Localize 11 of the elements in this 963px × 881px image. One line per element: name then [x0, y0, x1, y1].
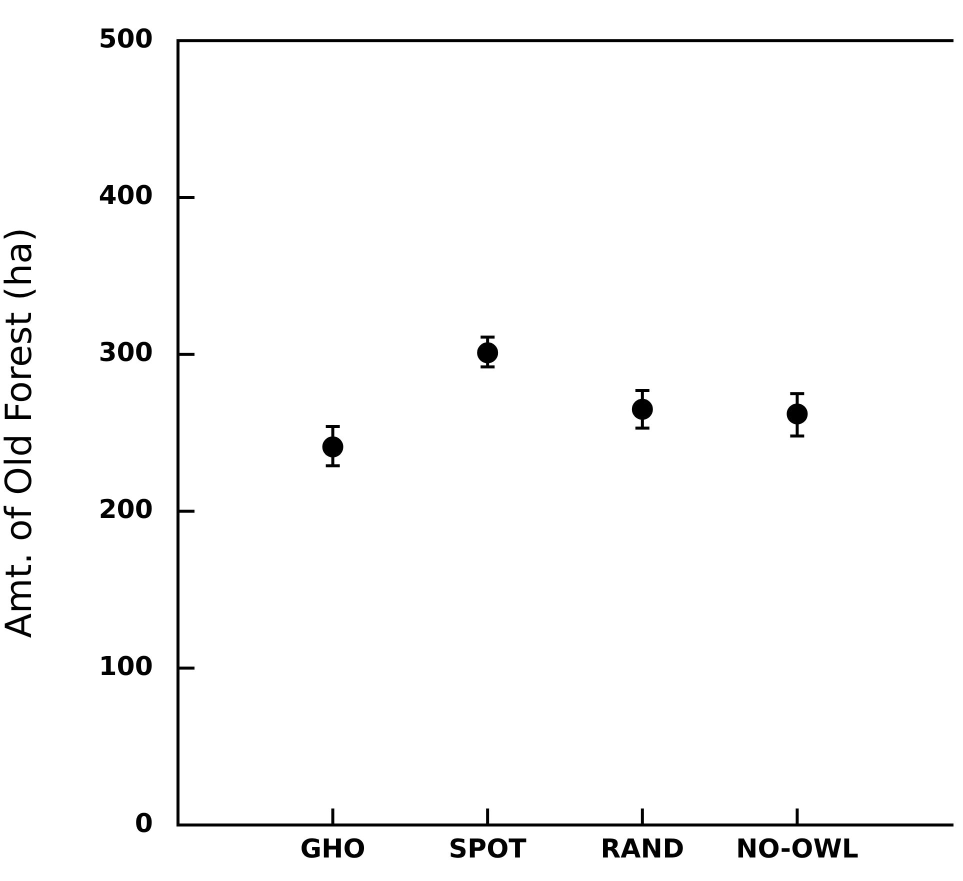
y-tick-label: 0: [134, 808, 153, 839]
x-tick-label: RAND: [600, 834, 684, 864]
y-tick-label: 500: [98, 24, 153, 54]
y-axis-title: Amt. of Old Forest (ha): [0, 228, 40, 638]
x-tick-label: SPOT: [448, 834, 527, 864]
y-tick-label: 100: [98, 652, 153, 682]
y-tick-label: 300: [98, 338, 153, 368]
y-tick-label: 400: [98, 181, 153, 212]
y-tick-label: 200: [98, 494, 153, 525]
x-tick-label: GHO: [300, 834, 366, 864]
x-tick-label: NO-OWL: [736, 834, 858, 864]
